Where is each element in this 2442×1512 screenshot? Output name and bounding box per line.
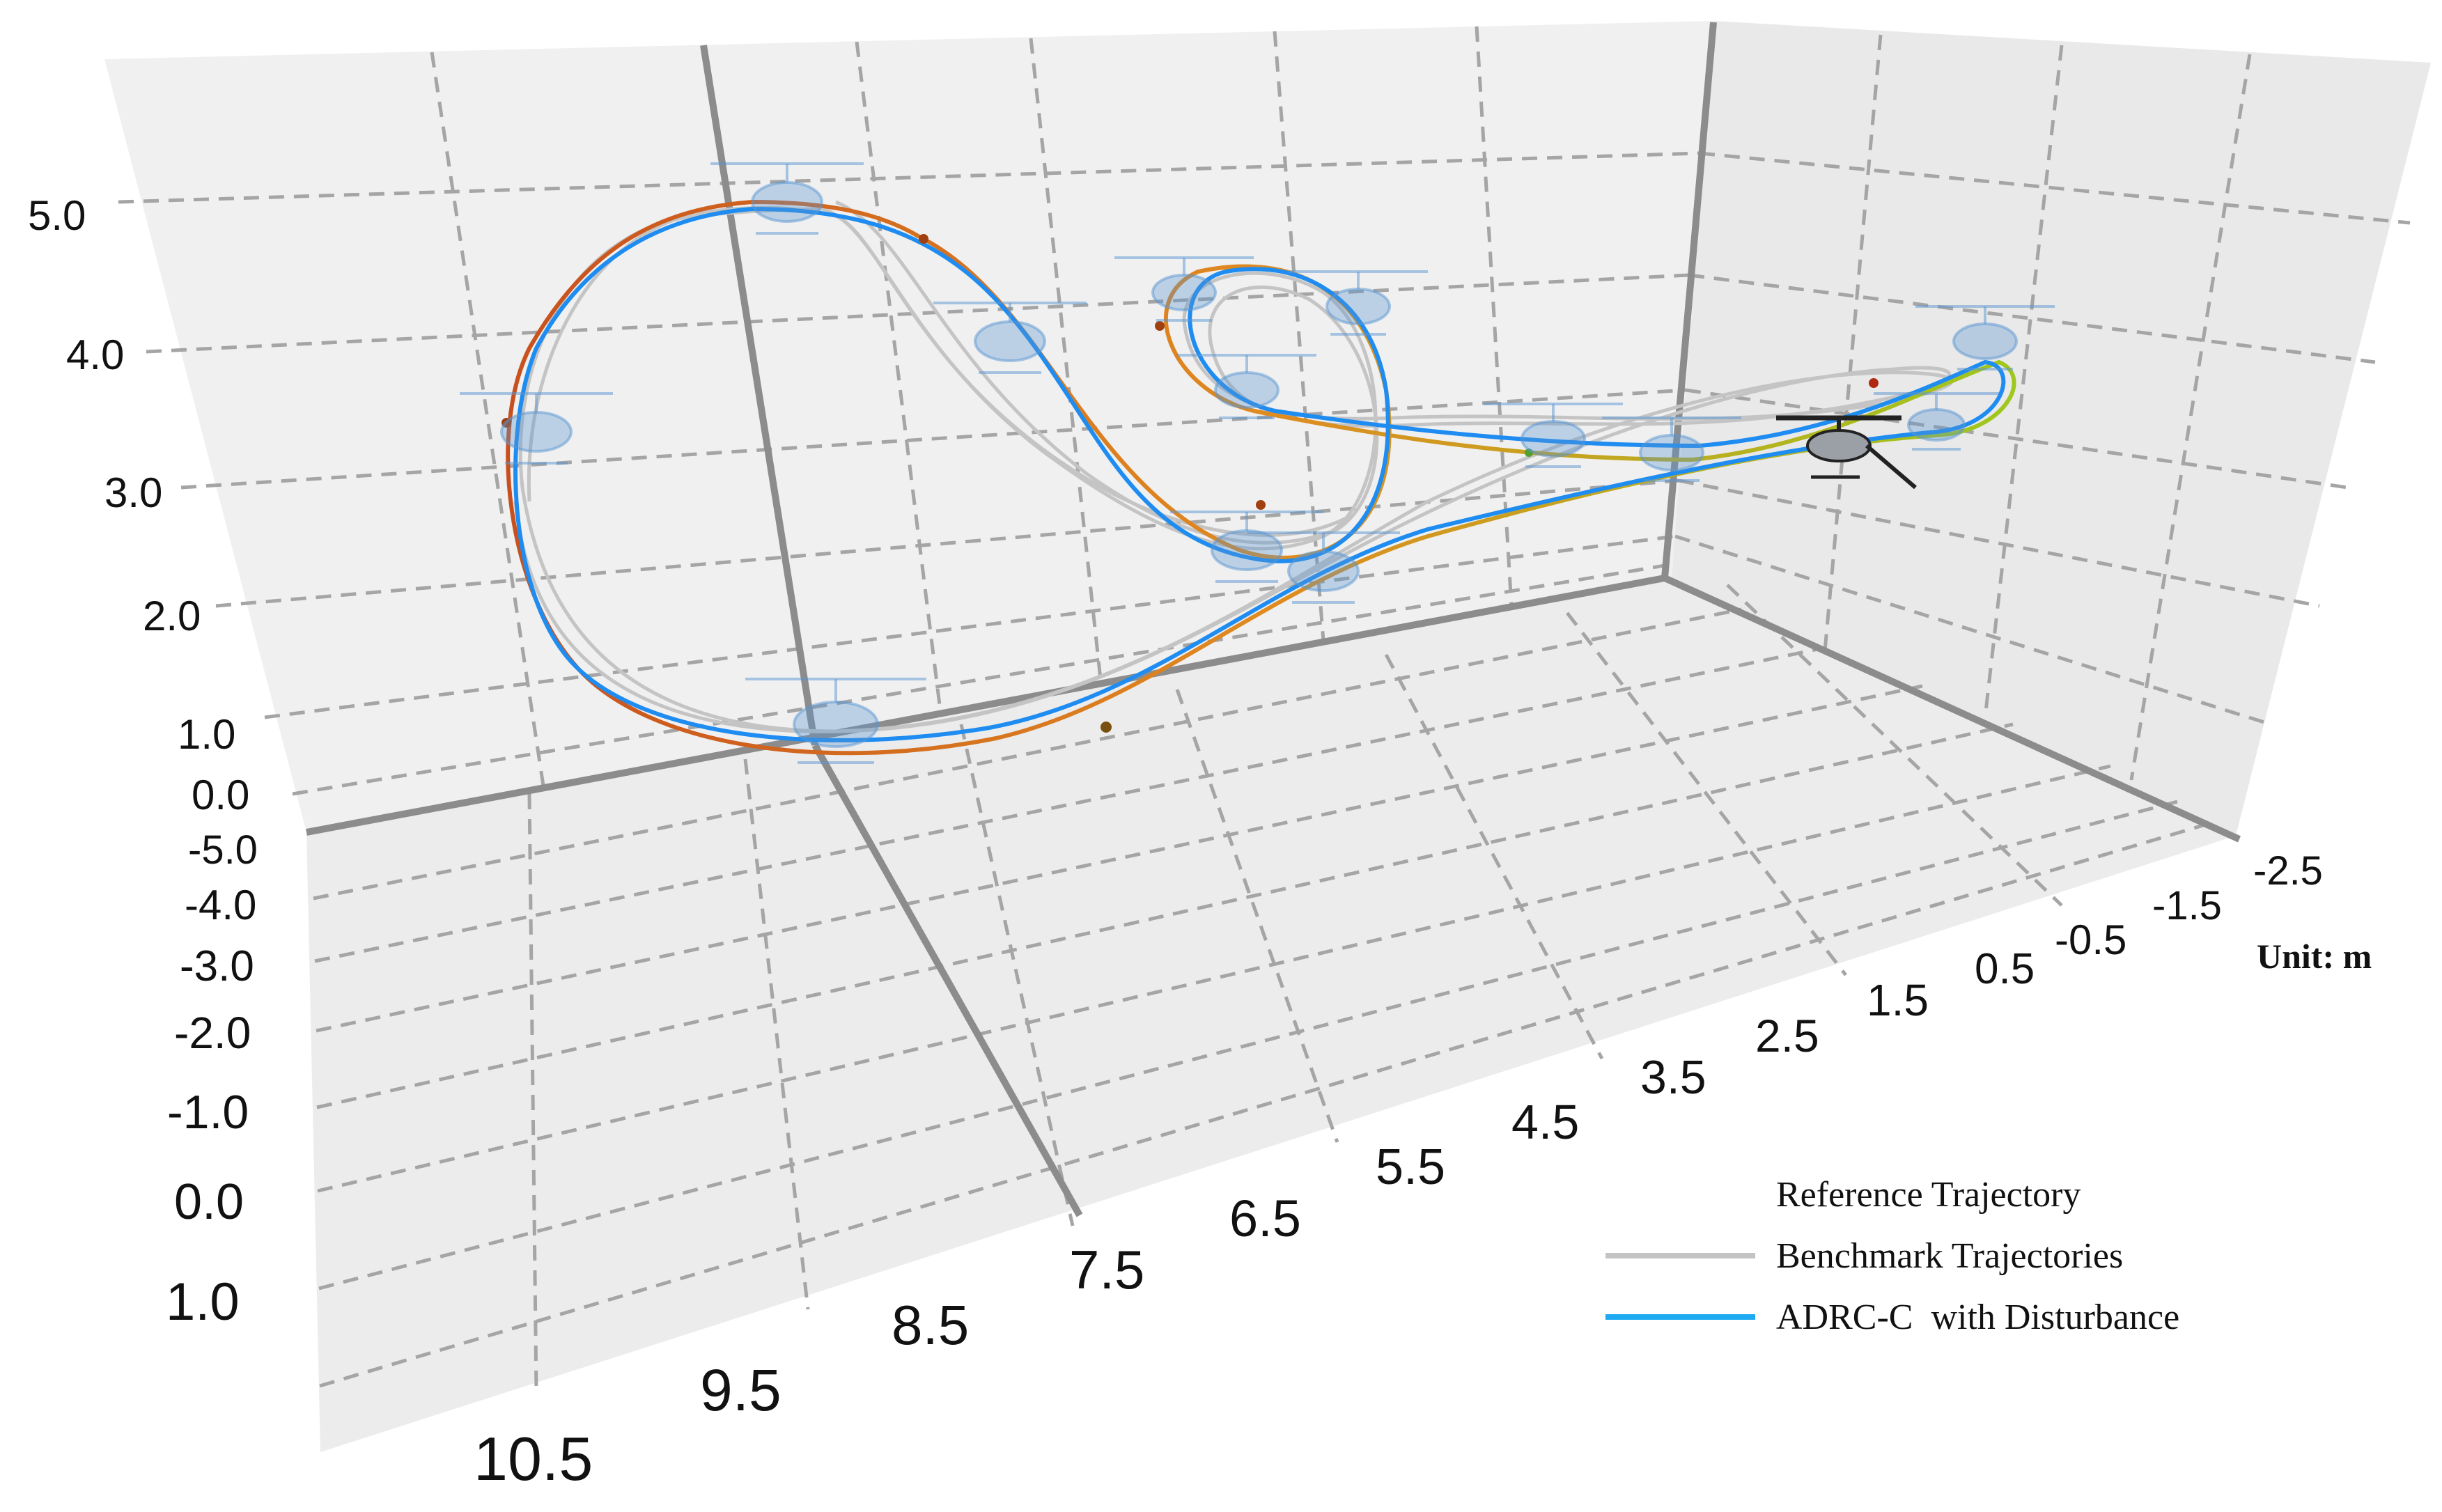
helicopter-marker [1602,416,1741,482]
y-axis-labels: -5.0 -4.0 -3.0 -2.0 -1.0 0.0 1.0 [166,827,258,1332]
adrc-c-trajectory-line [513,207,2006,742]
x-tick: 10.5 [474,1424,593,1493]
ref-point [1155,321,1165,331]
z-axis-labels: 5.0 4.0 3.0 2.0 1.0 0.0 [28,192,249,818]
y-tick: -3.0 [180,942,254,990]
helicopter-marker [1484,403,1623,468]
helicopter-marker [933,302,1087,374]
legend-label-benchmark: Benchmark Trajectories [1776,1236,2123,1276]
x-tick: 5.5 [1376,1139,1445,1195]
y-tick: 1.0 [166,1272,240,1332]
floor-grid [313,584,2216,1394]
benchmark-line-2 [513,200,1952,733]
legend: Reference Trajectory Benchmark Trajector… [1605,1175,2179,1337]
legend-label-adrc: ADRC-C with Disturbance [1776,1297,2179,1337]
legend-label-reference: Reference Trajectory [1776,1175,2081,1215]
z-tick: 2.0 [143,593,201,639]
helicopter-marker [460,392,613,465]
x-tick: 7.5 [1069,1239,1144,1300]
z-tick: 4.0 [66,332,124,378]
x-tick: -2.5 [2253,848,2323,894]
x-tick: 2.5 [1755,1010,1819,1061]
x-axis-labels: -2.5 -1.5 -0.5 0.5 1.5 2.5 3.5 4.5 5.5 6… [474,848,2323,1493]
x-tick: 4.5 [1511,1095,1579,1149]
helicopter-marker [1289,270,1428,336]
x-tick: 1.5 [1867,975,1929,1025]
x-tick: 3.5 [1640,1051,1706,1104]
helicopter-markers [460,162,2055,764]
y-tick: -2.0 [174,1008,251,1058]
helicopter-marker [1247,531,1400,604]
ref-point [1869,378,1879,388]
z-tick: 1.0 [178,711,235,758]
x-tick: -1.5 [2152,883,2222,928]
z-tick: 0.0 [192,772,249,818]
unit-label: Unit: m [2257,937,2372,976]
helicopter-marker [710,162,864,235]
current-helicopter [1776,415,1917,490]
z-tick: 5.0 [28,192,86,239]
ref-point [919,234,928,244]
helicopter-marker [745,678,926,764]
helicopter-marker [1915,305,2055,371]
back-wall [104,21,1713,832]
y-tick: 0.0 [174,1174,244,1230]
x-tick: 6.5 [1229,1190,1301,1247]
x-tick: -0.5 [2055,917,2126,963]
ref-point [1101,722,1112,733]
right-wall-grid [1674,34,2411,781]
ref-point [1256,500,1266,510]
helicopter-marker [1170,511,1323,583]
x-tick: 8.5 [892,1294,969,1356]
helicopter-marker [1874,392,1999,451]
y-tick: -4.0 [185,882,256,928]
helicopter-marker [1114,256,1254,322]
axes [306,22,2241,1217]
x-tick: 0.5 [1975,945,2035,993]
z-tick: 3.0 [104,469,162,516]
right-wall [1672,21,2431,836]
y-tick: -1.0 [167,1086,249,1139]
floor [306,578,2236,1452]
helicopter-marker [1177,354,1316,419]
x-tick: 9.5 [700,1357,781,1423]
y-tick: -5.0 [188,827,258,873]
